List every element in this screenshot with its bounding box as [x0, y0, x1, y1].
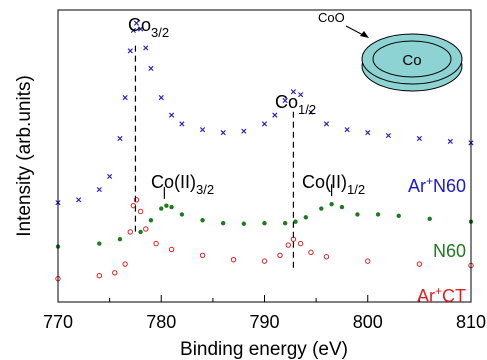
peak-label: Co1/2 [275, 92, 316, 117]
data-point [168, 112, 175, 118]
guide-layer [134, 45, 333, 272]
data-point [416, 261, 423, 267]
inset-co-core [372, 40, 452, 78]
data-point [365, 130, 371, 136]
data-point [293, 219, 298, 224]
y-axis-label: Intensity (arb.units) [14, 75, 35, 237]
data-point [261, 258, 268, 264]
data-point [241, 128, 247, 134]
x-axis-label: Binding energy (eV) [180, 339, 348, 360]
peak-label: Co(II)3/2 [151, 172, 214, 197]
data-point [262, 220, 267, 226]
data-point [143, 45, 149, 51]
x-tick-label: 800 [353, 312, 383, 332]
data-point [148, 65, 154, 71]
data-point [117, 135, 123, 142]
data-point [76, 197, 82, 203]
data-point [261, 121, 268, 127]
data-point [164, 203, 169, 208]
data-point [308, 249, 314, 256]
data-point [221, 220, 226, 226]
data-point [329, 201, 334, 207]
data-point [127, 229, 133, 235]
series-label: Ar+N60 [408, 174, 466, 196]
series-2 [55, 201, 474, 249]
data-point [137, 208, 144, 215]
data-point [158, 95, 164, 101]
data-point [303, 215, 308, 220]
data-point [97, 241, 102, 246]
data-point [230, 256, 237, 263]
data-point [290, 89, 296, 95]
data-point [385, 132, 391, 139]
data-point [447, 138, 453, 144]
data-point [107, 173, 113, 180]
data-point [200, 218, 205, 223]
data-point [169, 204, 174, 210]
data-point [241, 221, 247, 226]
data-point [138, 26, 144, 32]
x-tick-label: 790 [249, 312, 279, 332]
data-point [344, 127, 350, 133]
x-tick-label: 810 [456, 312, 486, 332]
inset-arrow-head [360, 31, 369, 38]
data-point [148, 218, 154, 223]
data-point [143, 226, 149, 232]
data-point [179, 121, 185, 127]
peak-label: Co3/2 [128, 15, 169, 40]
data-point [168, 246, 175, 253]
data-point [355, 212, 360, 217]
data-point [323, 121, 330, 127]
data-point [96, 186, 102, 193]
data-point [96, 273, 103, 279]
axis-layer: 770 780 790 800 810 [43, 295, 486, 332]
data-point [277, 252, 283, 258]
data-point [112, 270, 118, 276]
data-point [133, 20, 140, 26]
data-point [117, 237, 123, 242]
data-point [138, 229, 143, 235]
data-point [130, 27, 136, 34]
data-point [122, 261, 128, 267]
data-point [133, 197, 140, 203]
data-point [282, 220, 288, 226]
label-layer: Co3/2 Co1/2 Co(II)3/2 Co(II)1/2 Ar+N60 N60 Ar+… [128, 15, 466, 306]
data-point [396, 213, 401, 219]
x-tick-label: 770 [43, 312, 73, 332]
data-point [282, 97, 288, 104]
data-point [220, 130, 226, 136]
data-point [375, 212, 381, 217]
data-point [319, 206, 324, 211]
series-label: Ar+CT [417, 284, 466, 306]
x-tick-label: 780 [146, 312, 176, 332]
data-point [122, 95, 128, 101]
data-point [179, 212, 185, 217]
data-point [285, 242, 291, 248]
series-label: N60 [433, 241, 466, 261]
data-point [199, 252, 206, 258]
inset-coo-label: CoO [318, 10, 345, 25]
data-point [416, 135, 422, 142]
data-point [323, 254, 330, 260]
inset-co-label: Co [402, 52, 421, 69]
data-point [127, 48, 133, 54]
data-point [427, 216, 432, 221]
data-point [297, 240, 304, 247]
data-point [298, 92, 304, 98]
series-1 [55, 20, 474, 206]
data-point [308, 109, 314, 115]
data-point [272, 112, 278, 118]
peak-label: Co(II)1/2 [302, 172, 365, 197]
data-point [159, 206, 164, 211]
inset-schematic: Co CoO [318, 10, 463, 92]
data-point [339, 204, 345, 210]
data-point [153, 240, 159, 247]
data-point [199, 127, 206, 133]
data-point [365, 258, 371, 264]
